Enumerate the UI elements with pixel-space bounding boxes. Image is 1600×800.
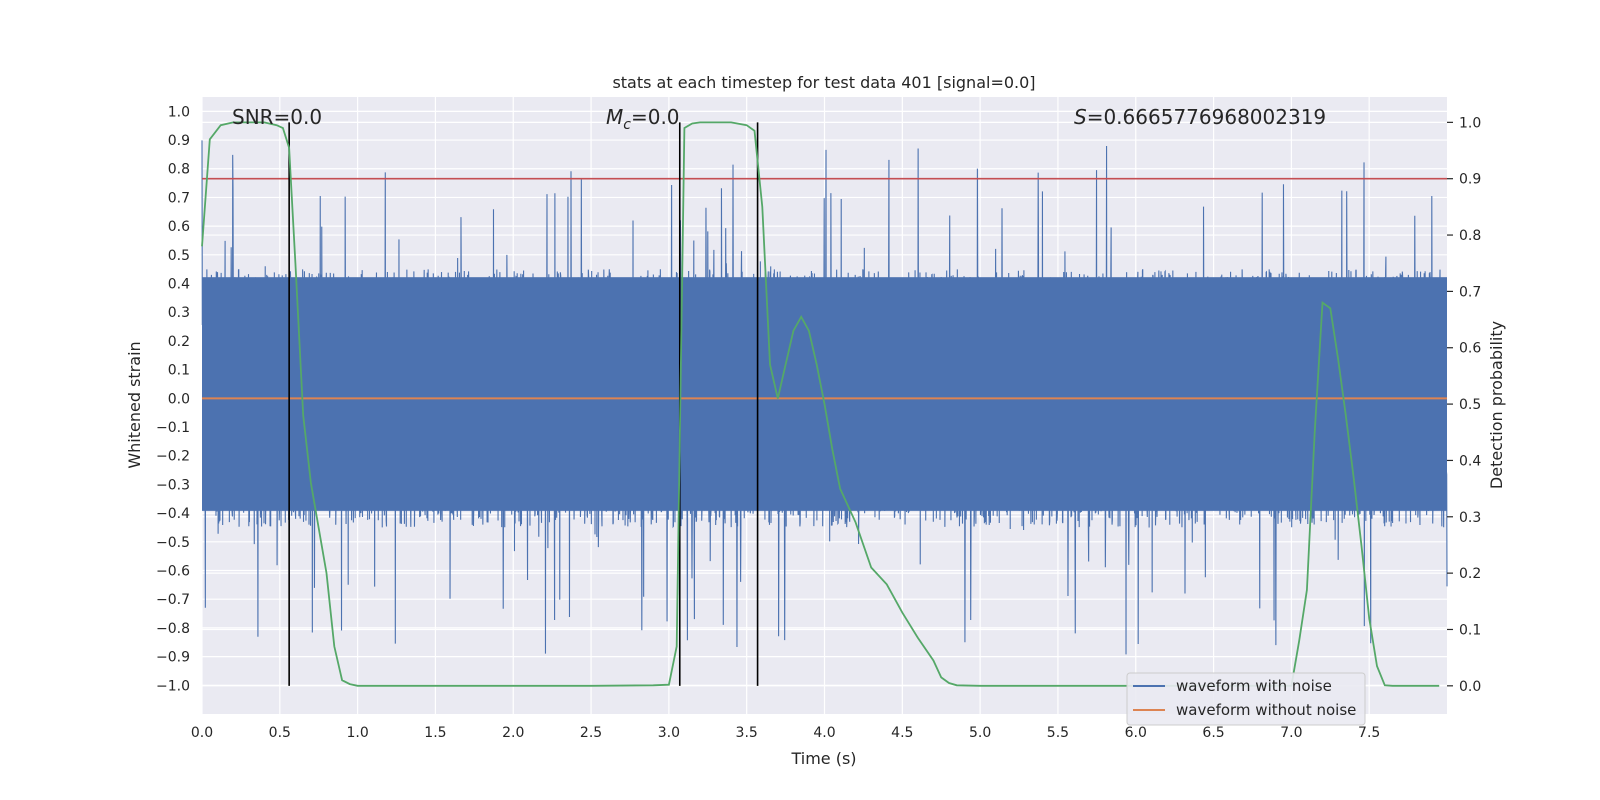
y-tick-label: −0.8 [156, 621, 190, 637]
right-tick-label: 0.0 [1459, 679, 1481, 695]
x-tick-label: 0.5 [269, 725, 291, 741]
y-tick-label: 0.0 [168, 391, 190, 407]
y-tick-label: −1.0 [156, 678, 190, 694]
score-annotation: S=0.6665776968002319 [1074, 105, 1326, 129]
y-tick-label: −0.7 [156, 592, 190, 608]
y-tick-label: −0.5 [156, 535, 190, 551]
y-tick-label: 0.4 [168, 277, 190, 293]
y-tick-label: 0.1 [168, 363, 190, 379]
y-tick-label: −0.9 [156, 650, 190, 666]
x-tick-label: 6.0 [1125, 725, 1147, 741]
right-tick-label: 0.2 [1459, 566, 1481, 582]
x-tick-label: 1.5 [424, 725, 446, 741]
chart-title: stats at each timestep for test data 401… [612, 73, 1035, 92]
y-tick-label: −0.3 [156, 477, 190, 493]
y-tick-label: 0.7 [168, 190, 190, 206]
right-tick-label: 0.5 [1459, 397, 1481, 413]
detection-probability-line [201, 121, 1440, 687]
snr-annotation: SNR=0.0 [232, 105, 322, 129]
legend-box [1126, 672, 1366, 726]
x-axis-ticks: 0.0 0.5 1.0 1.5 2.0 2.5 3.0 3.5 4.0 4.5 5.0 5.5 6.0 6… [191, 725, 1380, 741]
right-tick-label: 1.0 [1459, 115, 1481, 131]
x-tick-label: 4.0 [813, 725, 835, 741]
x-tick-label: 1.0 [346, 725, 368, 741]
x-tick-label: 4.5 [891, 725, 913, 741]
right-tick-label: 0.1 [1459, 622, 1481, 638]
right-axis-ticks: 1.0 0.9 0.8 0.7 0.6 0.5 0.4 0.3 0.2 0.1 0.0 [1447, 115, 1481, 695]
right-tick-label: 0.9 [1459, 172, 1481, 188]
x-tick-label: 7.0 [1280, 725, 1302, 741]
y-tick-label: 1.0 [168, 104, 190, 120]
noise-series [201, 140, 1448, 655]
x-tick-label: 2.5 [580, 725, 602, 741]
right-tick-label: 0.7 [1459, 284, 1481, 300]
y-tick-label: −0.1 [156, 420, 190, 436]
y-tick-label: 0.9 [168, 133, 190, 149]
y-tick-label: −0.4 [156, 506, 190, 522]
y-tick-label: −0.6 [156, 564, 190, 580]
x-tick-label: 6.5 [1202, 725, 1224, 741]
waveform-with-noise-band [202, 277, 1447, 511]
y-tick-label: 0.3 [168, 305, 190, 321]
x-tick-label: 5.5 [1047, 725, 1069, 741]
right-tick-label: 0.6 [1459, 341, 1481, 357]
y-tick-label: 0.5 [168, 248, 190, 264]
legend-label-clean: waveform without noise [1176, 701, 1356, 719]
x-tick-label: 3.0 [658, 725, 680, 741]
right-tick-label: 0.8 [1459, 228, 1481, 244]
chirp-mass-annotation: Mc=0.0 [606, 105, 680, 133]
y-tick-label: 0.8 [168, 162, 190, 178]
right-tick-label: 0.3 [1459, 510, 1481, 526]
y-axis-label: Whitened strain [125, 341, 144, 468]
y-axis-ticks: 1.0 0.9 0.8 0.7 0.6 0.5 0.4 0.3 0.2 0.1 0.0 −0.1 −0.… [156, 104, 190, 694]
y-tick-label: 0.2 [168, 334, 190, 350]
right-tick-label: 0.4 [1459, 453, 1481, 469]
x-axis-label: Time (s) [790, 749, 856, 768]
x-tick-label: 3.5 [736, 725, 758, 741]
y-tick-label: −0.2 [156, 449, 190, 465]
legend: waveform with noise waveform without noi… [1126, 672, 1366, 726]
y-tick-label: 0.6 [168, 219, 190, 235]
x-tick-label: 0.0 [191, 725, 213, 741]
x-tick-label: 2.0 [502, 725, 524, 741]
legend-label-noise: waveform with noise [1176, 677, 1332, 695]
x-tick-label: 7.5 [1358, 725, 1380, 741]
x-tick-label: 5.0 [969, 725, 991, 741]
right-axis-label: Detection probability [1487, 321, 1506, 489]
